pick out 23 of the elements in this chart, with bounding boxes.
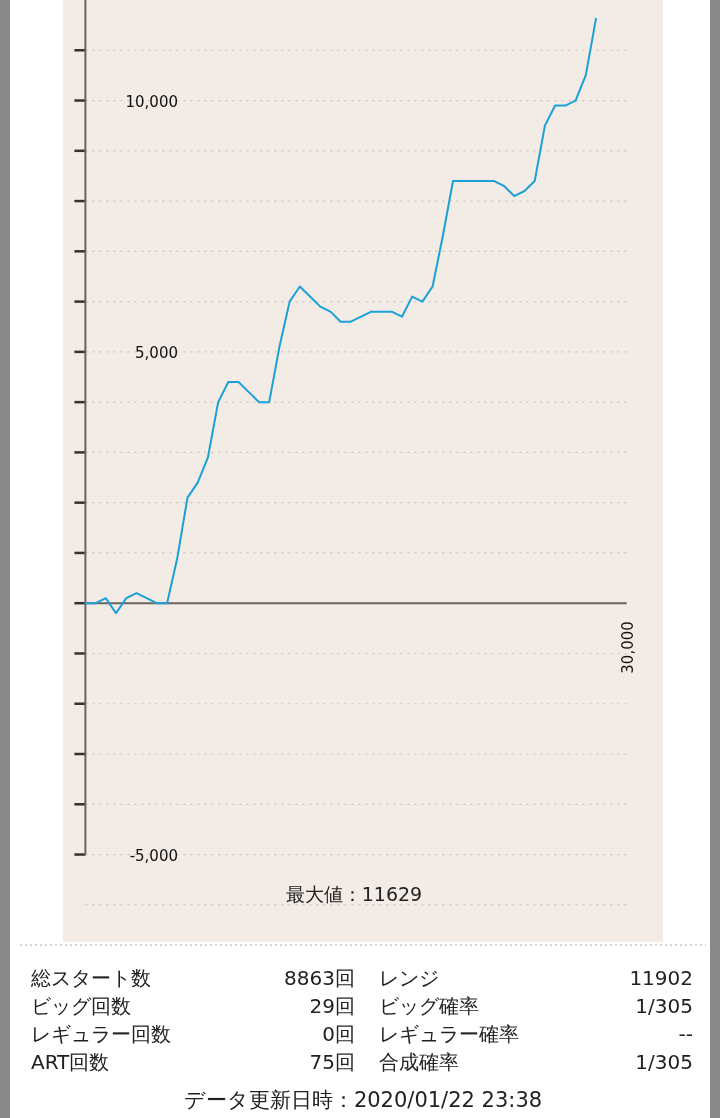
text: レンジ (379, 966, 439, 990)
text: 総スタート数 (30, 966, 151, 990)
text: ART回数 (31, 1050, 110, 1074)
text: ビッグ回数 (31, 994, 131, 1018)
y-tick-label: -5,000 (129, 846, 178, 865)
text: データ更新日時：2020/01/22 23:38 (183, 1088, 543, 1112)
text: 1/305 (635, 1050, 693, 1074)
text: 0回 (322, 1022, 355, 1046)
text: 合成確率 (379, 1050, 459, 1074)
y-tick-label: 10,000 (125, 92, 178, 111)
text: レギュラー回数 (31, 1022, 171, 1046)
text: -- (678, 1022, 693, 1046)
annotation: 最大値：11629 (285, 883, 423, 905)
y-tick-label: 5,000 (135, 343, 178, 362)
text: ビッグ確率 (379, 994, 479, 1018)
line-series (84, 17, 597, 615)
text: 29回 (309, 994, 355, 1018)
text: 75回 (309, 1050, 355, 1074)
text: 1/305 (635, 994, 693, 1018)
text: レギュラー確率 (379, 1022, 519, 1046)
annotation: 30,000 (618, 621, 637, 674)
text: 11902 (629, 966, 693, 990)
text: 8863回 (284, 966, 355, 990)
